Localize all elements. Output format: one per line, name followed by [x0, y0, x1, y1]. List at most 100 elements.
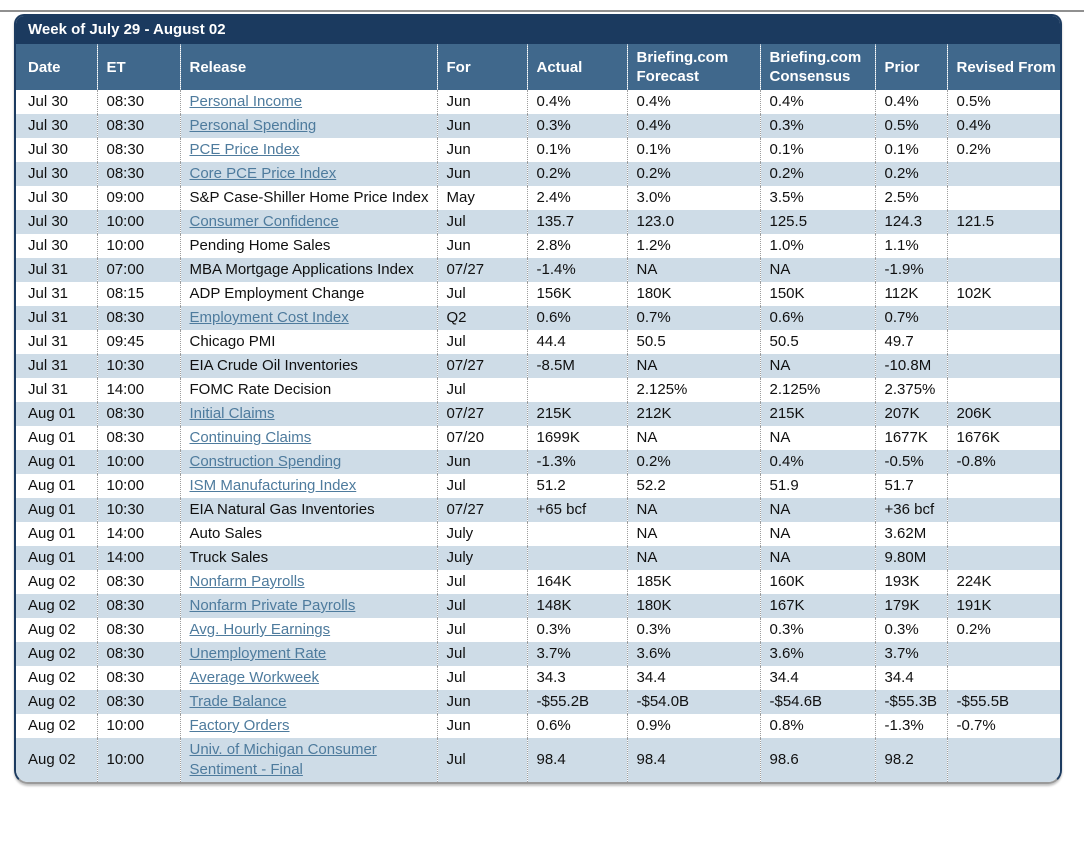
- cell-actual: 3.7%: [526, 642, 627, 666]
- cell-forecast: 180K: [626, 594, 760, 618]
- cell-prior: 0.2%: [874, 162, 947, 186]
- cell-et: 14:00: [96, 546, 180, 570]
- cell-for: Jun: [436, 90, 527, 114]
- cell-release: Average Workweek: [179, 666, 437, 690]
- cell-actual: 148K: [526, 594, 627, 618]
- cell-actual: -1.3%: [526, 450, 627, 474]
- cell-consensus: NA: [759, 258, 875, 282]
- cell-forecast: 52.2: [626, 474, 760, 498]
- cell-et: 08:30: [96, 138, 180, 162]
- release-link[interactable]: Continuing Claims: [189, 429, 312, 446]
- table-row: Jul 31 14:00 FOMC Rate Decision Jul 2.125% 2.…: [16, 378, 1060, 402]
- cell-revised: 191K: [946, 594, 1060, 618]
- cell-release: S&P Case-Shiller Home Price Index: [179, 186, 437, 210]
- cell-date: Aug 02: [16, 666, 97, 690]
- cell-release: Construction Spending: [179, 450, 437, 474]
- cell-actual: 0.1%: [526, 138, 627, 162]
- cell-et: 10:00: [96, 474, 180, 498]
- cell-date: Aug 02: [16, 570, 97, 594]
- cell-release: Continuing Claims: [179, 426, 437, 450]
- release-link[interactable]: Avg. Hourly Earnings: [189, 621, 331, 638]
- cell-revised: [946, 258, 1060, 282]
- cell-prior: 2.375%: [874, 378, 947, 402]
- table-row: Aug 02 08:30 Trade Balance Jun -$55.2B -$54.0…: [16, 690, 1060, 714]
- release-link[interactable]: Trade Balance: [189, 693, 287, 710]
- cell-forecast: 0.2%: [626, 162, 760, 186]
- release-link[interactable]: Nonfarm Private Payrolls: [189, 597, 356, 614]
- release-link[interactable]: Average Workweek: [189, 669, 320, 686]
- cell-revised: [946, 330, 1060, 354]
- cell-consensus: NA: [759, 426, 875, 450]
- table-row: Jul 31 08:30 Employment Cost Index Q2 0.6% 0.…: [16, 306, 1060, 330]
- cell-release: Trade Balance: [179, 690, 437, 714]
- cell-actual: 2.4%: [526, 186, 627, 210]
- cell-consensus: -$54.6B: [759, 690, 875, 714]
- release-link[interactable]: Consumer Confidence: [189, 213, 339, 230]
- table-row: Aug 01 10:30 EIA Natural Gas Inventories 07…: [16, 498, 1060, 522]
- cell-release: EIA Natural Gas Inventories: [179, 498, 437, 522]
- cell-prior: 112K: [874, 282, 947, 306]
- cell-consensus: NA: [759, 354, 875, 378]
- cell-consensus: 160K: [759, 570, 875, 594]
- cell-forecast: 0.2%: [626, 450, 760, 474]
- cell-consensus: 0.1%: [759, 138, 875, 162]
- cell-revised: 206K: [946, 402, 1060, 426]
- cell-et: 08:30: [96, 114, 180, 138]
- cell-et: 14:00: [96, 378, 180, 402]
- release-link[interactable]: PCE Price Index: [189, 141, 300, 158]
- release-link[interactable]: Core PCE Price Index: [189, 165, 337, 182]
- cell-for: Q2: [436, 306, 527, 330]
- cell-date: Jul 31: [16, 378, 97, 402]
- cell-revised: [946, 474, 1060, 498]
- cell-prior: 193K: [874, 570, 947, 594]
- release-link[interactable]: ISM Manufacturing Index: [189, 477, 357, 494]
- cell-actual: 98.4: [526, 738, 627, 782]
- cell-actual: 0.3%: [526, 618, 627, 642]
- cell-release: EIA Crude Oil Inventories: [179, 354, 437, 378]
- cell-release: ISM Manufacturing Index: [179, 474, 437, 498]
- table-row: Aug 01 14:00 Auto Sales July NA NA 3.62M: [16, 522, 1060, 546]
- cell-for: 07/27: [436, 402, 527, 426]
- cell-prior: 0.5%: [874, 114, 947, 138]
- cell-forecast: 0.4%: [626, 114, 760, 138]
- cell-prior: 1677K: [874, 426, 947, 450]
- cell-prior: 0.3%: [874, 618, 947, 642]
- cell-revised: [946, 186, 1060, 210]
- cell-et: 08:30: [96, 162, 180, 186]
- cell-prior: 34.4: [874, 666, 947, 690]
- release-link[interactable]: Construction Spending: [189, 453, 342, 470]
- cell-revised: [946, 642, 1060, 666]
- cell-consensus: 0.4%: [759, 90, 875, 114]
- release-link[interactable]: Employment Cost Index: [189, 309, 349, 326]
- release-link[interactable]: Personal Income: [189, 93, 303, 110]
- cell-for: Jun: [436, 114, 527, 138]
- cell-forecast: NA: [626, 546, 760, 570]
- cell-et: 08:30: [96, 690, 180, 714]
- cell-date: Jul 31: [16, 354, 97, 378]
- release-link[interactable]: Univ. of Michigan Consumer Sentiment - F…: [189, 741, 377, 778]
- cell-for: Jul: [436, 642, 527, 666]
- cell-forecast: -$54.0B: [626, 690, 760, 714]
- cell-date: Aug 02: [16, 690, 97, 714]
- cell-consensus: 98.6: [759, 738, 875, 782]
- cell-consensus: 0.3%: [759, 618, 875, 642]
- release-link[interactable]: Factory Orders: [189, 717, 290, 734]
- cell-release: Truck Sales: [179, 546, 437, 570]
- cell-release: Consumer Confidence: [179, 210, 437, 234]
- cell-date: Aug 01: [16, 426, 97, 450]
- release-link[interactable]: Nonfarm Payrolls: [189, 573, 305, 590]
- cell-prior: 0.7%: [874, 306, 947, 330]
- release-link[interactable]: Personal Spending: [189, 117, 317, 134]
- release-link[interactable]: Unemployment Rate: [189, 645, 327, 662]
- cell-revised: 0.4%: [946, 114, 1060, 138]
- cell-revised: [946, 738, 1060, 782]
- cell-release: Pending Home Sales: [179, 234, 437, 258]
- cell-consensus: 125.5: [759, 210, 875, 234]
- cell-for: Jun: [436, 138, 527, 162]
- cell-consensus: NA: [759, 522, 875, 546]
- cell-actual: [526, 546, 627, 570]
- release-link[interactable]: Initial Claims: [189, 405, 275, 422]
- cell-release: Employment Cost Index: [179, 306, 437, 330]
- table-row: Jul 30 09:00 S&P Case-Shiller Home Price I…: [16, 186, 1060, 210]
- cell-release: Factory Orders: [179, 714, 437, 738]
